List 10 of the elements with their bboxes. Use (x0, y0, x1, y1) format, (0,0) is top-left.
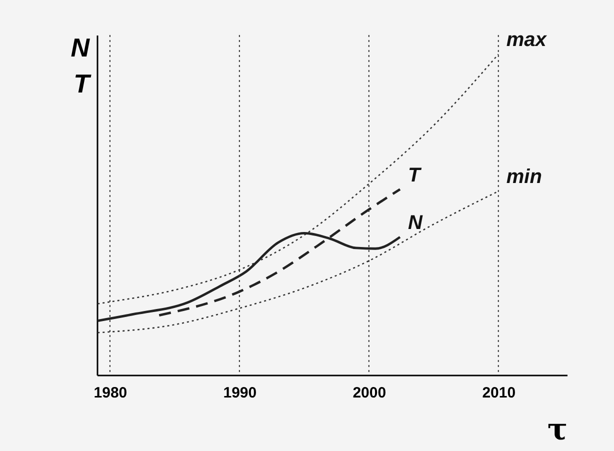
series-label: min (506, 166, 542, 188)
x-tick-label: 2010 (482, 384, 516, 402)
series-label: max (506, 29, 548, 52)
y-axis-title: N T (70, 32, 92, 98)
x-tick-label: 2000 (352, 384, 386, 402)
x-axis-title: τ (547, 412, 568, 448)
series-label: T (408, 164, 422, 186)
series-label: N (408, 212, 423, 234)
x-tick-label: 1980 (94, 384, 128, 402)
x-tick-label: 1990 (223, 384, 257, 402)
